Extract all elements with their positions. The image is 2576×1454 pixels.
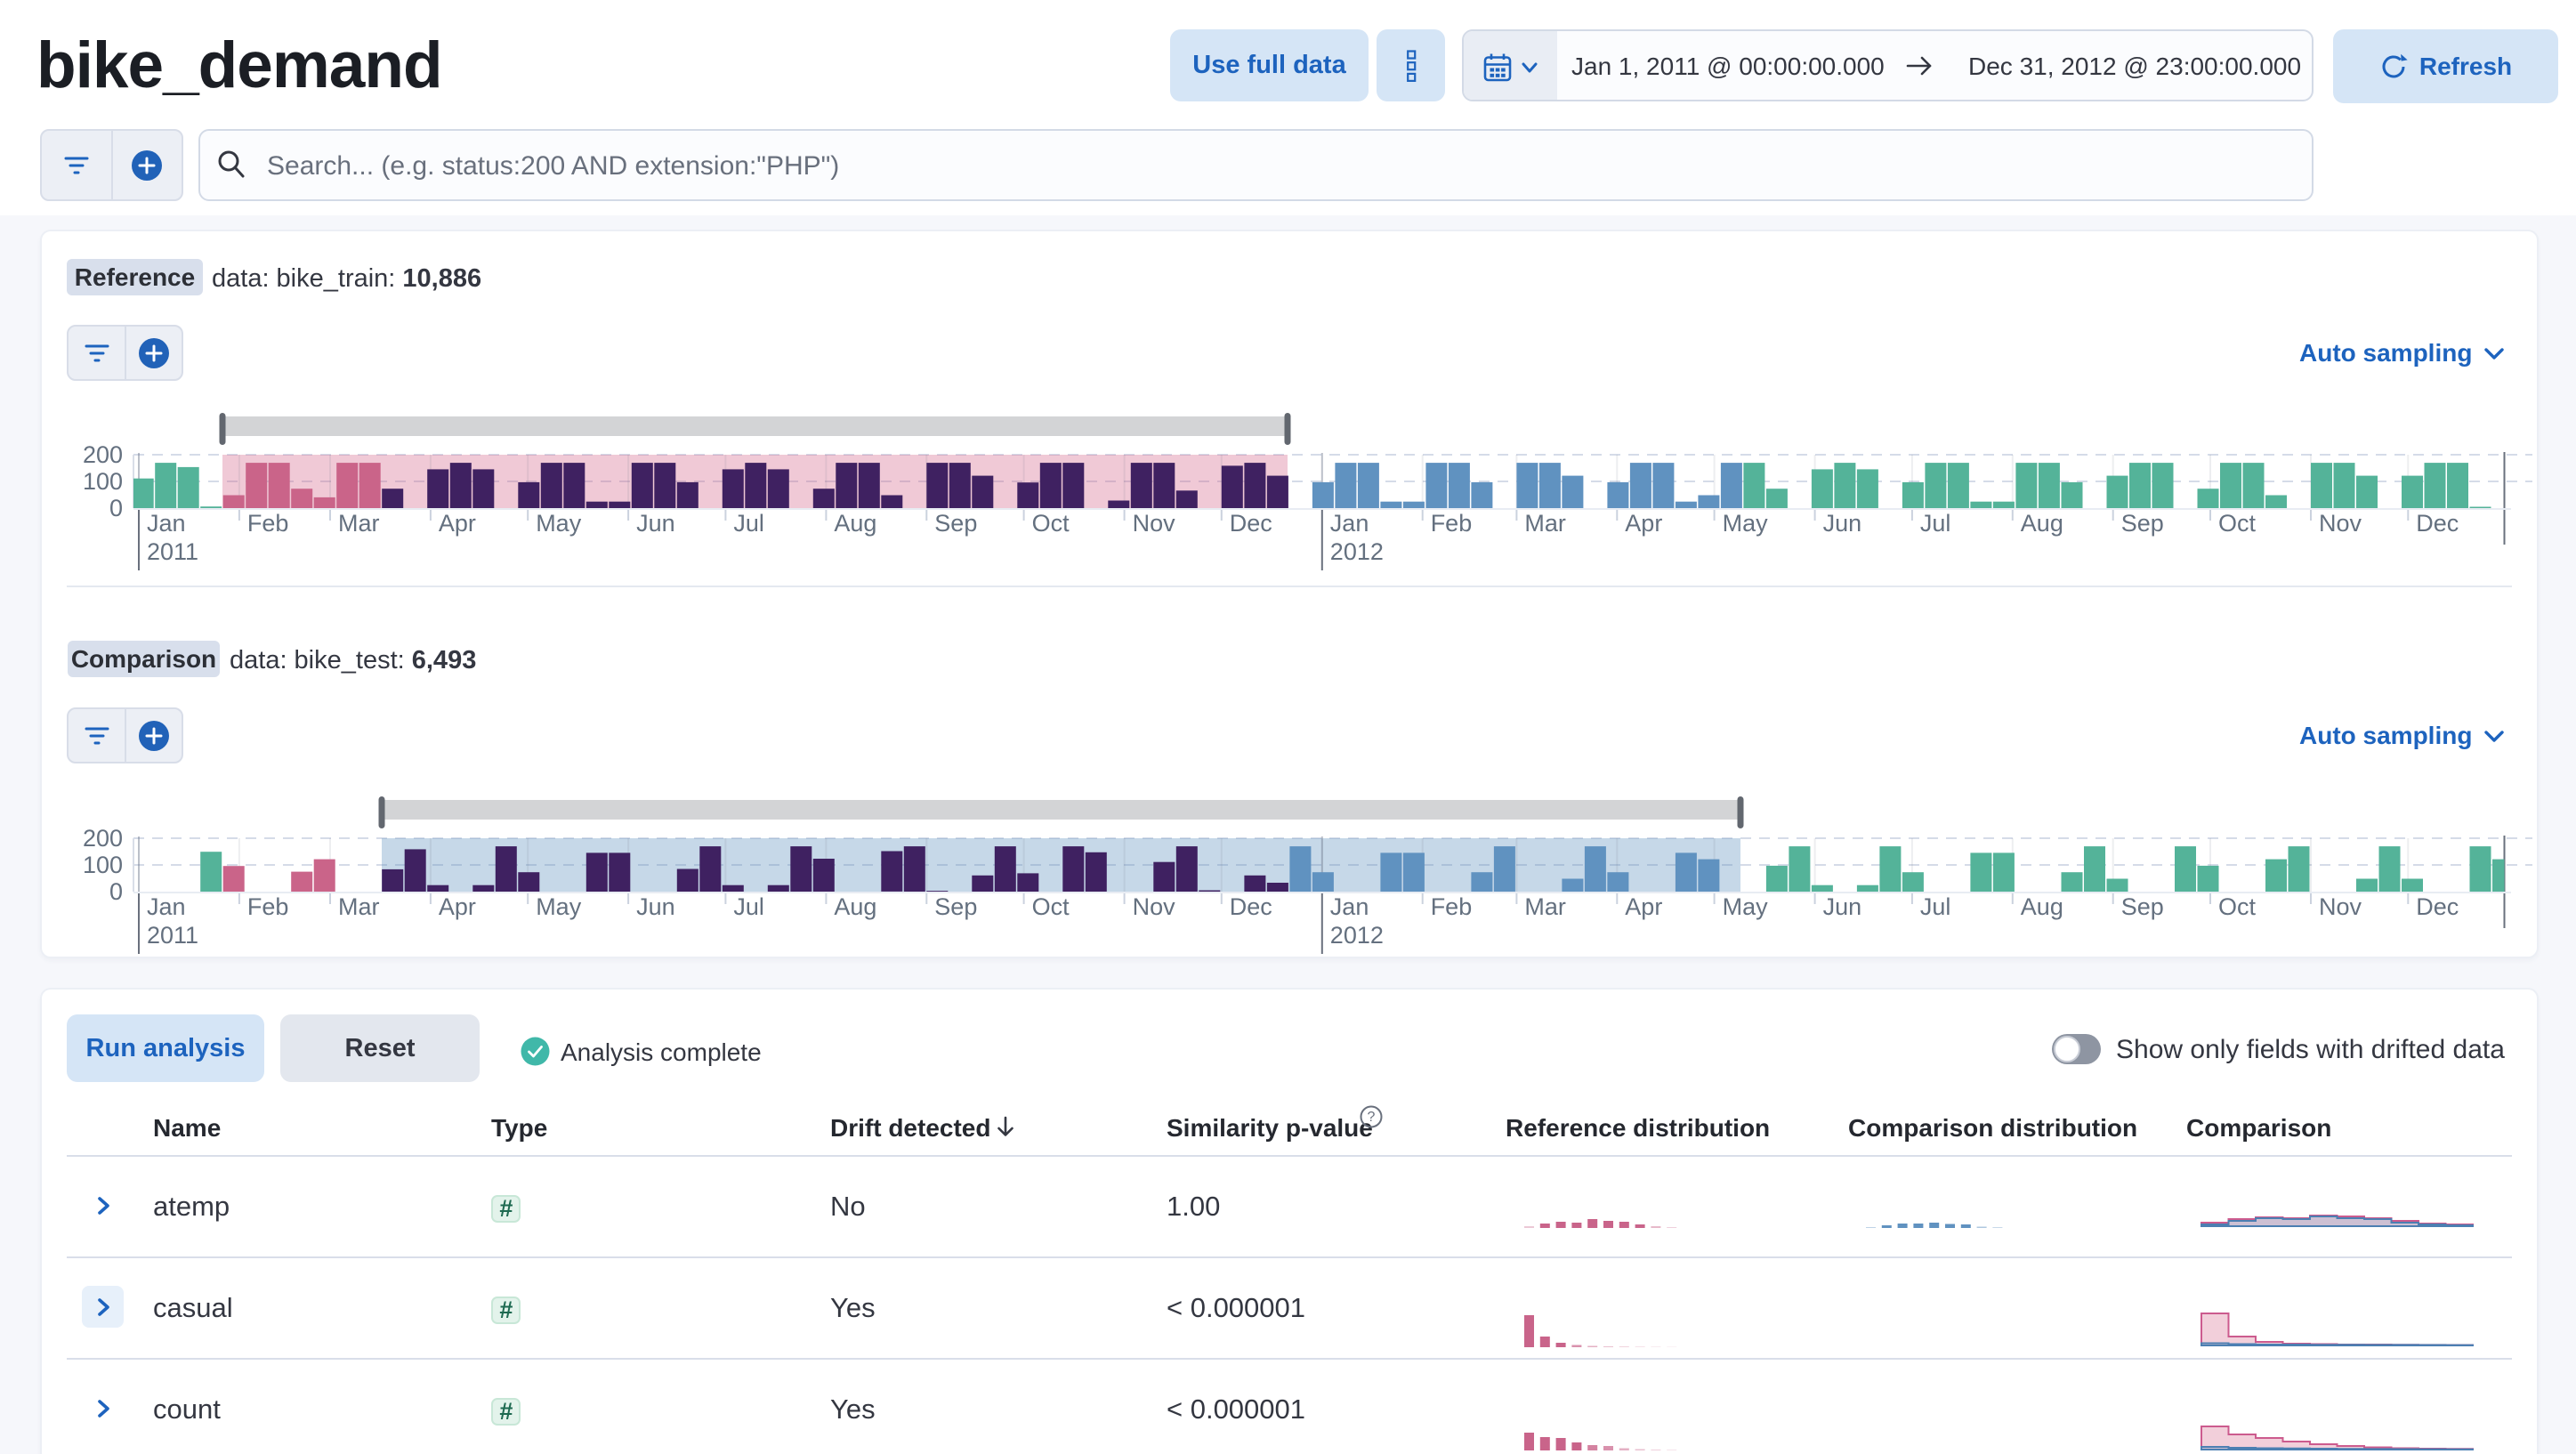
- svg-text:?: ?: [1368, 1110, 1376, 1125]
